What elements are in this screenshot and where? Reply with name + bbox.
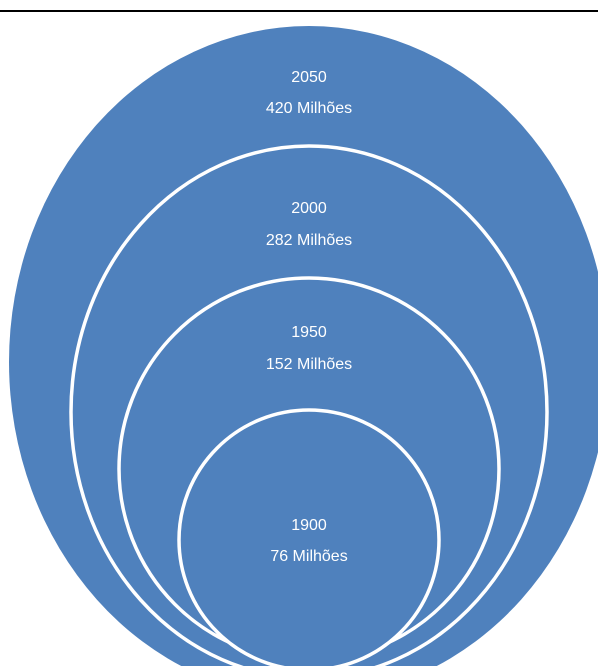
top-rule: [0, 10, 598, 12]
year-label-2050: 2050: [291, 69, 327, 86]
population-label-1900: 76 Milhões: [270, 548, 347, 565]
population-label-2000: 282 Milhões: [266, 232, 352, 249]
year-label-1900: 1900: [291, 517, 327, 534]
population-label-2050: 420 Milhões: [266, 100, 352, 117]
year-label-2000: 2000: [291, 200, 327, 217]
circle-1900: [177, 408, 441, 666]
year-label-1950: 1950: [291, 324, 327, 341]
population-label-1950: 152 Milhões: [266, 356, 352, 373]
